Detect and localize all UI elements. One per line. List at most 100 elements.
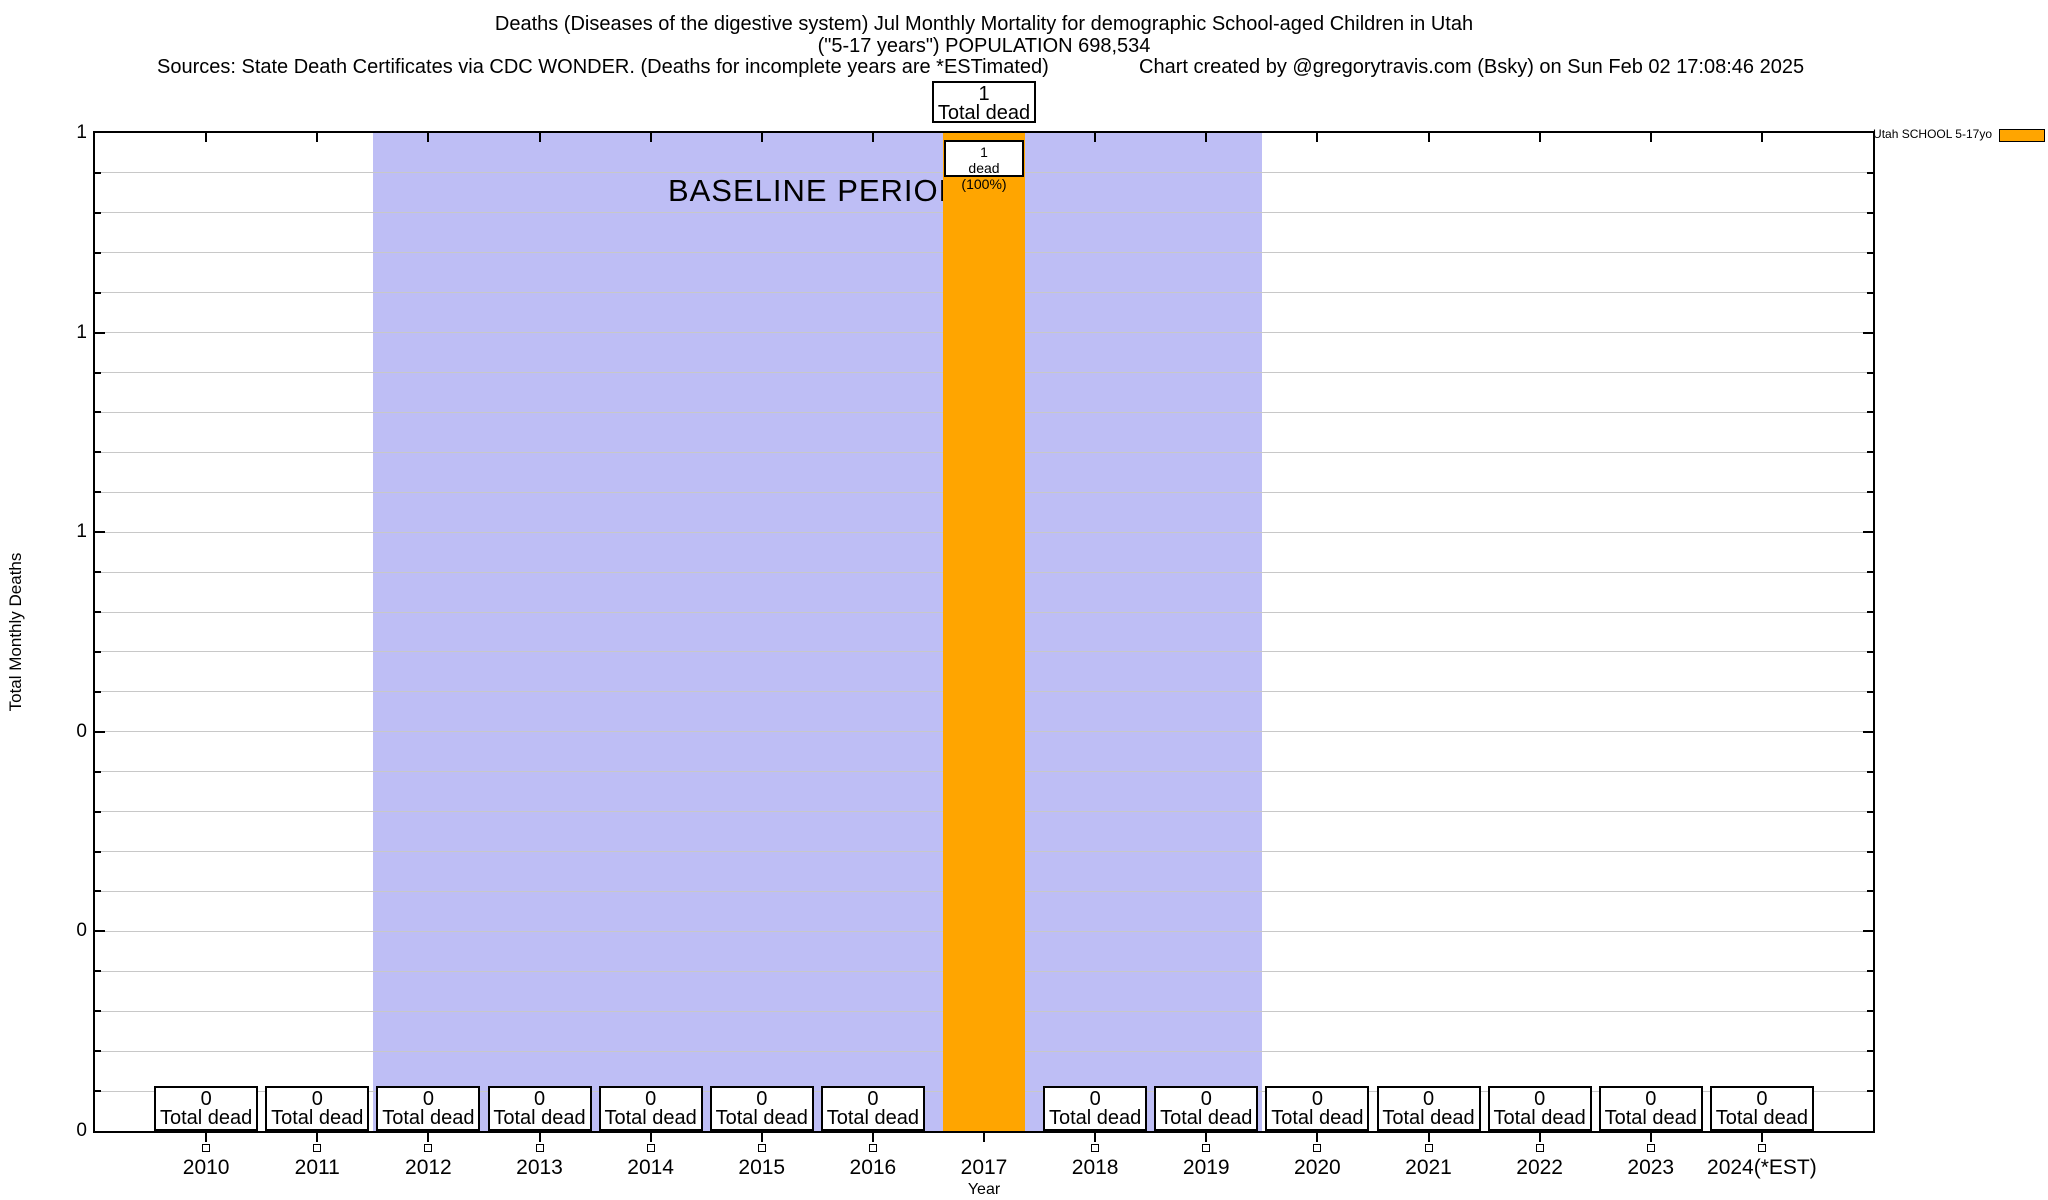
y-tick-left (95, 491, 101, 494)
data-point-marker (646, 1144, 655, 1152)
y-tick-left (95, 371, 101, 374)
peak-inner-label-box: 1 dead (100%) (944, 140, 1024, 192)
x-tick-bottom (760, 1133, 763, 1142)
data-point-marker (868, 1144, 877, 1152)
x-tick-year-label: 2016 (849, 1156, 897, 1179)
data-point-marker (202, 1144, 211, 1152)
x-tick-top (649, 133, 652, 142)
x-tick-year-label: 2023 (1627, 1156, 1675, 1179)
data-point-marker (1757, 1144, 1766, 1152)
x-tick-bottom (316, 1133, 319, 1142)
data-bar (943, 133, 1025, 1131)
x-tick-top (1649, 133, 1652, 142)
chart-title-line2: ("5-17 years") POPULATION 698,534 (817, 35, 1151, 57)
zero-box-caption: Total dead (826, 1107, 920, 1129)
x-tick-top (538, 133, 541, 142)
y-tick-left (95, 291, 101, 294)
zero-box-caption: Total dead (382, 1107, 475, 1129)
zero-total-dead-box: 0 Total dead (487, 1086, 592, 1131)
y-tick-right (1867, 1050, 1873, 1053)
peak-inner-caption: dead (100%) (961, 160, 1007, 192)
y-tick-right (1867, 451, 1873, 454)
x-tick-bottom (1538, 1133, 1541, 1142)
zero-total-dead-box: 0 Total dead (598, 1086, 703, 1131)
data-point-marker (1424, 1144, 1433, 1152)
credit-note: Chart created by @gregorytravis.com (Bsk… (1139, 56, 1805, 78)
data-point-marker (313, 1144, 322, 1152)
x-tick-bottom (538, 1133, 541, 1142)
x-tick-bottom (871, 1133, 874, 1142)
x-tick-year-label: 2015 (738, 1156, 786, 1179)
zero-box-caption: Total dead (493, 1107, 586, 1129)
y-tick-label: 0 (76, 1120, 87, 1141)
zero-box-caption: Total dead (1604, 1107, 1697, 1129)
y-tick-left (95, 611, 101, 614)
peak-box-value: 1 (978, 83, 990, 105)
x-tick-year-label: 2022 (1516, 1156, 1563, 1179)
x-tick-year-label: 2020 (1294, 1156, 1341, 1179)
zero-box-value: 0 (422, 1088, 434, 1110)
zero-box-value: 0 (1756, 1088, 1768, 1110)
zero-box-value: 0 (1534, 1088, 1546, 1110)
zero-box-caption: Total dead (715, 1107, 808, 1129)
y-tick-right (1867, 251, 1873, 254)
zero-box-caption: Total dead (271, 1107, 364, 1129)
y-tick-left (95, 451, 101, 454)
x-tick-year-label: 2017 (960, 1156, 1008, 1179)
x-tick-bottom (983, 1133, 985, 1142)
y-tick-right (1867, 411, 1873, 414)
zero-box-value: 0 (867, 1088, 879, 1110)
y-tick-left (95, 411, 101, 414)
x-axis-title: Year (967, 1181, 1001, 1198)
y-tick-right (1863, 531, 1873, 534)
data-point-marker (1313, 1144, 1322, 1152)
x-tick-bottom (1094, 1133, 1097, 1142)
zero-box-value: 0 (1200, 1088, 1212, 1110)
y-tick-right (1867, 850, 1873, 853)
x-tick-top (760, 133, 763, 142)
y-tick-left (95, 1090, 101, 1093)
y-tick-left (95, 1010, 101, 1013)
y-tick-right (1867, 611, 1873, 614)
zero-total-dead-box: 0 Total dead (1487, 1086, 1592, 1131)
y-tick-left (95, 850, 101, 853)
x-tick-year-label: 2011 (294, 1156, 340, 1179)
data-point-marker (1535, 1144, 1544, 1152)
zero-total-dead-box: 0 Total dead (154, 1086, 259, 1131)
y-tick-left (95, 650, 101, 653)
zero-box-value: 0 (1311, 1088, 1323, 1110)
zero-box-value: 0 (645, 1088, 657, 1110)
y-tick-right (1867, 171, 1873, 174)
x-tick-top (1094, 133, 1097, 142)
zero-box-value: 0 (756, 1088, 768, 1110)
y-tick-right (1867, 970, 1873, 973)
x-tick-bottom (1205, 1133, 1208, 1142)
y-tick-label: 1 (76, 521, 87, 543)
data-point-marker (1646, 1144, 1655, 1152)
zero-total-dead-box: 0 Total dead (820, 1086, 925, 1131)
data-point-marker (1202, 1144, 1211, 1152)
x-tick-top (1760, 133, 1763, 142)
y-tick-left (95, 331, 105, 334)
zero-total-dead-box: 0 Total dead (1598, 1086, 1703, 1131)
x-tick-top (1538, 133, 1541, 142)
zero-box-caption: Total dead (1715, 1107, 1809, 1129)
y-tick-left (95, 890, 101, 893)
y-tick-label: 1 (76, 321, 87, 343)
x-tick-bottom (205, 1133, 208, 1142)
x-tick-year-label: 2024(*EST) (1707, 1156, 1817, 1179)
x-tick-top (205, 133, 208, 142)
legend-series-label: Utah SCHOOL 5-17yo (1873, 127, 1992, 141)
x-tick-bottom (649, 1133, 652, 1142)
x-tick-year-label: 2014 (627, 1156, 674, 1179)
zero-total-dead-box: 0 Total dead (1709, 1086, 1814, 1131)
y-tick-left (95, 211, 101, 214)
data-point-marker (535, 1144, 544, 1152)
y-tick-right (1867, 690, 1873, 693)
zero-box-caption: Total dead (604, 1107, 697, 1129)
y-tick-label: 1 (76, 122, 87, 143)
zero-box-value: 0 (200, 1088, 212, 1110)
x-tick-bottom (1427, 1133, 1430, 1142)
data-point-marker (757, 1144, 766, 1152)
